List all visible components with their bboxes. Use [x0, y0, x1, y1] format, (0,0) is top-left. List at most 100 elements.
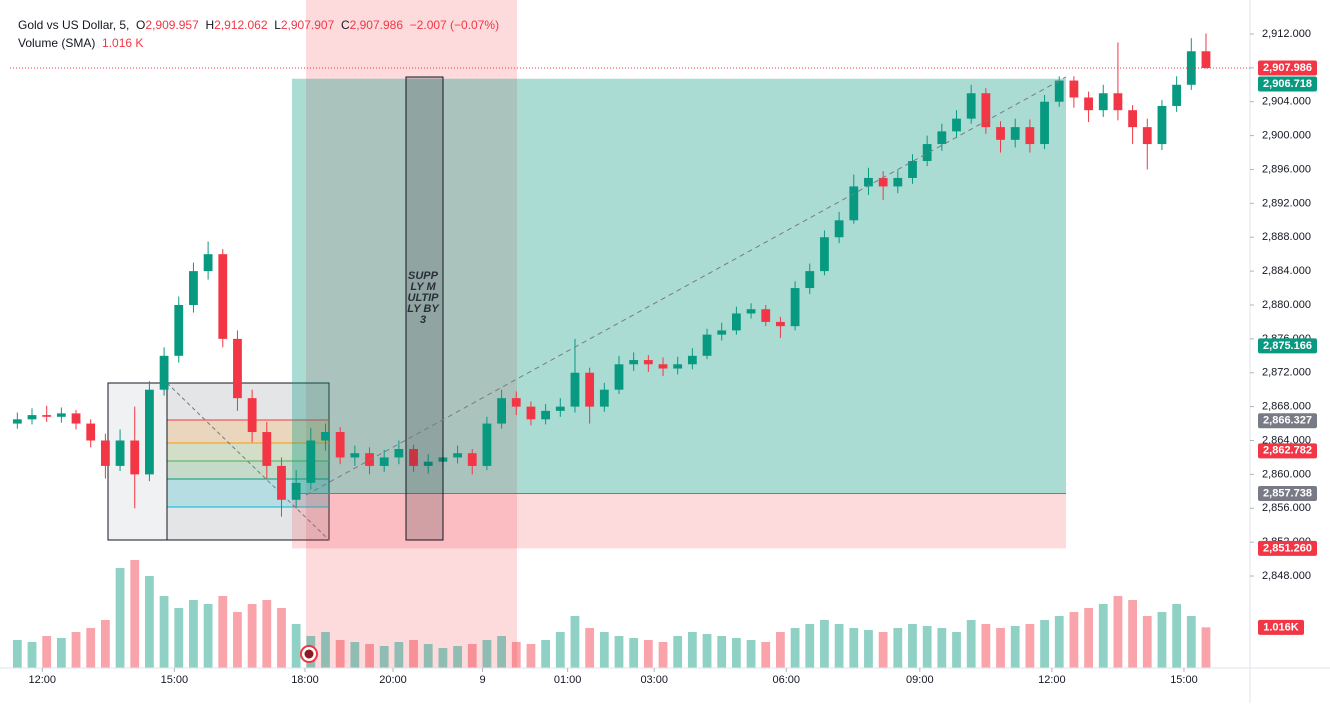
price-badge	[1258, 413, 1317, 429]
volume-bar	[1201, 627, 1211, 668]
candle-body	[717, 330, 727, 335]
x-tick-label: 9	[479, 674, 485, 686]
volume-bar	[438, 648, 448, 668]
volume-bar	[805, 624, 815, 668]
x-tick-label: 15:00	[1170, 674, 1198, 686]
y-tick-label: 2,860.000	[1262, 468, 1311, 480]
volume-value: 1.016 K	[102, 36, 144, 50]
candle-body	[1142, 127, 1152, 145]
candle-body	[189, 271, 198, 305]
volume-bar	[1172, 604, 1182, 668]
volume-bar	[922, 626, 932, 668]
candle-body	[893, 177, 903, 187]
volume-bar	[482, 640, 492, 668]
y-tick-label: 2,884.000	[1262, 265, 1311, 277]
volume-bar	[864, 630, 873, 668]
candle-body	[849, 186, 859, 221]
volume-bar	[599, 632, 609, 668]
x-tick-label: 15:00	[161, 674, 189, 686]
candle-body	[409, 448, 418, 466]
candle-body	[100, 440, 110, 466]
candle-body	[1054, 80, 1064, 102]
candle-body	[1025, 127, 1035, 145]
volume-bar	[570, 616, 580, 668]
price-badge	[1258, 60, 1317, 76]
volume-bar	[966, 620, 976, 668]
volume-bar	[1010, 626, 1020, 668]
price-badge-label: 2,866.327	[1263, 415, 1312, 427]
volume-bar	[526, 644, 536, 668]
y-tick-label: 2,900.000	[1262, 130, 1311, 142]
volume-bar	[731, 638, 741, 668]
candle-body	[834, 220, 844, 238]
ohlc-key: H	[205, 18, 215, 32]
volume-bar	[511, 642, 521, 668]
volume-bar	[350, 642, 360, 668]
candle-body	[86, 423, 96, 441]
volume-bar	[937, 628, 947, 668]
price-badge-label: 2,851.260	[1263, 542, 1312, 554]
volume-bar	[687, 632, 697, 668]
ohlc-value: 2,907.907	[280, 18, 335, 32]
y-tick-label: 2,848.000	[1262, 570, 1311, 582]
volume-bar	[189, 600, 198, 668]
candle-body	[42, 415, 52, 417]
y-tick-label: 2,888.000	[1262, 231, 1311, 243]
volume-bar	[497, 636, 506, 668]
candle-body	[614, 364, 624, 390]
candle-body	[526, 406, 536, 420]
volume-bar	[893, 628, 903, 668]
ohlc-key: O	[136, 18, 146, 32]
candle-body	[335, 432, 345, 458]
candle-body	[599, 389, 609, 407]
volume-bar	[42, 636, 52, 668]
price-badge	[1258, 443, 1317, 459]
volume-bar	[834, 624, 844, 668]
candle-body	[1040, 101, 1049, 145]
y-tick-label: 2,868.000	[1262, 401, 1311, 413]
volume-bar	[952, 632, 961, 668]
volume-bar	[467, 644, 477, 668]
y-tick-label: 2,892.000	[1262, 197, 1311, 209]
candle-body	[981, 93, 991, 128]
x-tick-label: 20:00	[379, 674, 407, 686]
volume-bar	[1054, 616, 1064, 668]
price-badge-label: 2,875.166	[1263, 340, 1312, 352]
candle-body	[541, 410, 551, 420]
candle-body	[570, 372, 580, 407]
volume-bar	[746, 640, 756, 668]
volume-bar	[291, 624, 301, 668]
volume-bar	[1186, 616, 1196, 668]
candle-body	[878, 177, 888, 187]
time-highlight	[306, 0, 517, 668]
event-marker-dot	[304, 649, 314, 659]
candle-body	[908, 161, 917, 178]
volume-bar	[1128, 600, 1138, 668]
candle-body	[673, 364, 683, 369]
candle-body	[687, 355, 697, 365]
volume-bar	[878, 632, 888, 668]
volume-bar	[541, 640, 551, 668]
x-tick-label: 09:00	[906, 674, 934, 686]
volume-bar	[233, 612, 242, 668]
volume-bar	[218, 596, 228, 668]
change: −2.007 (−0.07%)	[409, 18, 500, 32]
candle-body	[145, 389, 154, 475]
candle-body	[350, 453, 360, 458]
volume-bar	[673, 636, 683, 668]
candle-body	[277, 465, 286, 500]
price-badge-label: 2,907.986	[1263, 62, 1312, 74]
volume-bar	[100, 620, 110, 668]
candle-body	[27, 415, 37, 420]
volume-bar	[27, 642, 37, 668]
volume-bar	[159, 596, 169, 668]
y-tick-label: 2,880.000	[1262, 299, 1311, 311]
volume-bar	[174, 608, 184, 668]
candle-body	[790, 288, 800, 327]
candle-body	[262, 432, 272, 466]
volume-bar	[1040, 620, 1049, 668]
loss-zone	[292, 493, 1066, 549]
symbol: Gold vs US Dollar, 5,	[18, 18, 130, 32]
